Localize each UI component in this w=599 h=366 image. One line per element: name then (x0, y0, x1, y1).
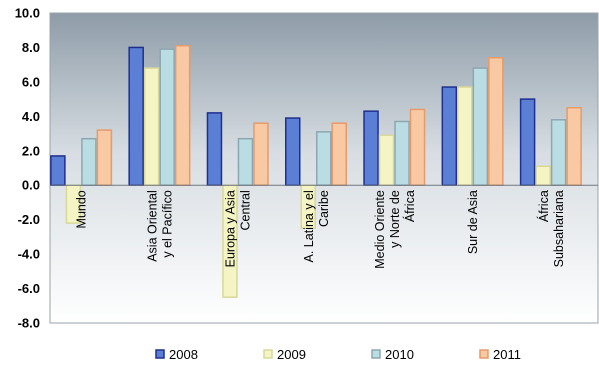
y-tick-label: 0.0 (22, 178, 40, 193)
y-tick-label: 4.0 (22, 109, 40, 124)
y-tick-label: -4.0 (18, 247, 40, 262)
legend: 2008 2009 2010 2011 (155, 347, 521, 362)
bar-2009-1 (143, 67, 160, 186)
bar-2008-5 (441, 86, 458, 186)
category-label-line: Medio Oriente (373, 190, 387, 269)
bar-2008-4 (363, 110, 379, 186)
bar-2011-3 (331, 122, 347, 186)
y-tick-label: 8.0 (22, 40, 40, 55)
category-label: Asia Oriental y el Pacífico (145, 190, 174, 262)
legend-swatch-2010 (371, 349, 381, 359)
y-tick-label: 10.0 (15, 6, 40, 21)
bar-2008-2 (206, 112, 223, 186)
bars-layer (50, 44, 582, 298)
legend-label: 2009 (277, 347, 306, 362)
category-label: Europa y Asia Central (224, 190, 253, 267)
bar-2008-3 (285, 117, 301, 186)
category-label-line: Europa y Asia (224, 190, 238, 267)
category-label-line: y el Pacífico (160, 190, 174, 257)
bar-2010-1 (159, 48, 175, 186)
y-axis: 10.0 8.0 6.0 4.0 2.0 0.0 -2.0 -4.0 -6.0 -8.0 (15, 6, 40, 331)
bar-2009-5 (457, 86, 473, 186)
category-label: Medio Oriente y Norte de África (373, 190, 417, 269)
legend-swatch-2009 (263, 349, 273, 359)
category-label: Mundo (75, 190, 89, 228)
bar-2011-4 (409, 108, 426, 186)
category-label: África Subsahariana (536, 190, 566, 267)
category-label-line: Sur de Asia (466, 190, 480, 254)
category-label-line: Asia Oriental (145, 190, 159, 262)
category-label-line: Central (239, 190, 253, 230)
bar-2010-5 (472, 67, 489, 186)
legend-label: 2010 (385, 347, 414, 362)
bar-2008-1 (128, 46, 144, 186)
bar-2011-2 (253, 122, 269, 186)
category-labels: Mundo Asia Oriental y el Pacífico Europa y … (75, 190, 566, 269)
y-tick-label: -8.0 (18, 316, 40, 331)
category-label-line: África (402, 190, 417, 222)
legend-label: 2008 (169, 347, 198, 362)
y-tick-label: 2.0 (22, 143, 40, 158)
legend-swatch-2008 (155, 349, 165, 359)
bar-2009-4 (378, 134, 395, 186)
y-tick-label: -2.0 (18, 212, 40, 227)
category-label-line: A. Latina y el (302, 190, 316, 262)
category-label-line: y Norte de (388, 190, 402, 248)
bar-2011-1 (174, 44, 191, 186)
bar-2009-6 (535, 165, 551, 186)
bar-2011-0 (96, 129, 113, 186)
category-label-line: Caribe (317, 190, 331, 227)
legend-swatch-2011 (479, 349, 489, 359)
category-label-line: Mundo (75, 190, 89, 228)
bar-2010-3 (316, 131, 332, 186)
category-label: Sur de Asia (466, 190, 480, 254)
bar-2008-6 (519, 98, 536, 186)
bar-2010-2 (237, 137, 254, 186)
bar-2011-6 (566, 106, 582, 186)
bar-2010-4 (394, 120, 410, 186)
y-tick-label: 6.0 (22, 74, 40, 89)
legend-label: 2011 (493, 347, 521, 362)
bar-2008-0 (50, 155, 66, 186)
bar-2011-5 (488, 57, 504, 186)
category-label-line: Subsahariana (552, 190, 566, 267)
category-label: A. Latina y el Caribe (302, 190, 331, 262)
category-label-line: África (536, 190, 551, 222)
y-tick-label: -6.0 (18, 281, 40, 296)
bar-2010-6 (550, 119, 567, 186)
bar-2010-0 (81, 137, 97, 186)
